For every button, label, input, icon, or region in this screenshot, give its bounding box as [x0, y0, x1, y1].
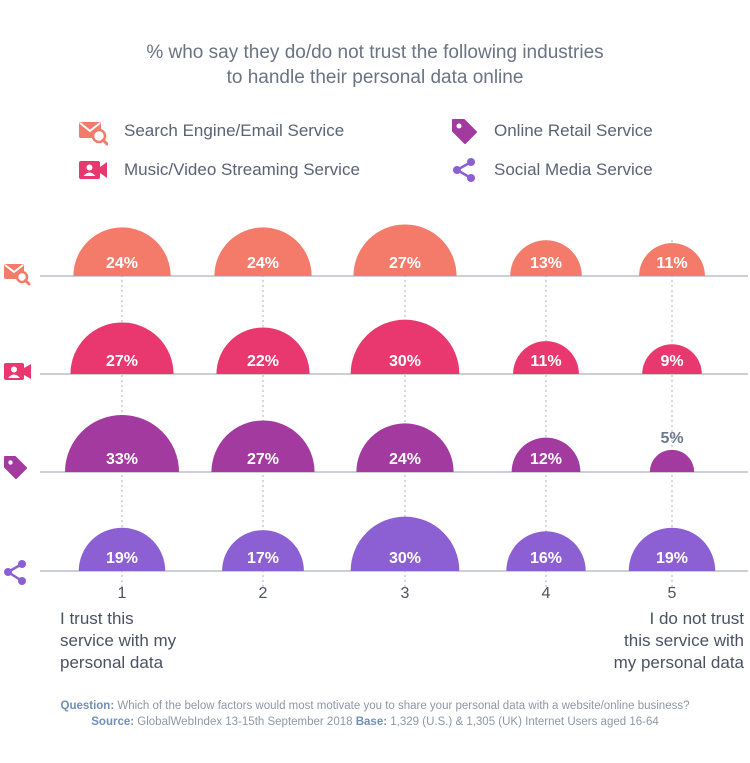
legend-item-social-media: Social Media Service [450, 154, 653, 186]
value-label-row2-col5: 9% [660, 353, 683, 370]
title-line-2: to handle their personal data online [226, 67, 524, 88]
value-label-row4-col3: 30% [389, 550, 421, 567]
bubble-row1-col2 [214, 227, 312, 276]
share-icon [453, 158, 475, 182]
search-email-icon [79, 122, 108, 146]
scale-label-low-line-3: personal data [60, 653, 164, 672]
bubble-row2-col5 [642, 344, 702, 374]
scale-label-low-line-2: service with my [60, 631, 177, 650]
value-label-row2-col4: 11% [530, 353, 561, 370]
scale-label-low: I trust this service with my personal da… [60, 608, 200, 674]
bubble-row2-col4 [513, 341, 579, 374]
bubble-row4-col5 [628, 527, 716, 571]
value-label-row1-col1: 24% [106, 255, 138, 272]
bubble-row2-col2 [216, 327, 310, 374]
x-axis-ticks: 1 2 3 4 5 [118, 585, 677, 602]
question-text: Which of the below factors would most mo… [117, 700, 690, 712]
video-camera-icon [79, 161, 107, 179]
footer-source: Source: GlobalWebIndex 13-15th September… [0, 716, 750, 728]
legend-item-search-email: Search Engine/Email Service [78, 115, 344, 147]
bubble-row1-col1 [73, 227, 171, 276]
source-text: GlobalWebIndex 13-15th September 2018 [137, 716, 353, 728]
scale-label-high-line-1: I do not trust [649, 609, 745, 628]
value-label-row2-col2: 22% [247, 353, 279, 370]
bubbles: 24% 24% 27% 13% 11% 27% 22% 30% 11% 9% 33% 27% 24% 12… [65, 224, 716, 571]
bubble-row3-col4 [511, 437, 581, 472]
value-label-row2-col1: 27% [106, 353, 138, 370]
bubble-row1-col5 [639, 243, 705, 276]
bubble-row3-col3 [356, 423, 454, 472]
x-tick-2: 2 [259, 585, 268, 602]
source-label: Source: [91, 716, 135, 728]
value-label-row4-col5: 19% [656, 550, 688, 567]
x-tick-3: 3 [401, 585, 410, 602]
x-tick-5: 5 [668, 585, 677, 602]
bubble-row1-col4 [510, 240, 582, 276]
legend-item-online-retail: Online Retail Service [450, 115, 653, 147]
legend-label-search-email: Search Engine/Email Service [124, 121, 345, 140]
title-line-1: % who say they do/do not trust the follo… [146, 42, 604, 63]
bubble-row3-col1 [65, 415, 179, 472]
bubble-row2-col1 [70, 322, 174, 374]
base-text: 1,329 (U.S.) & 1,305 (UK) Internet Users… [390, 716, 659, 728]
value-label-row3-col3: 24% [389, 451, 421, 468]
legend-label-music-video: Music/Video Streaming Service [124, 160, 360, 179]
footer-question: Question: Which of the below factors wou… [0, 700, 750, 712]
scale-label-high: I do not trust this service with my pers… [590, 608, 744, 674]
bubble-row4-col3 [350, 516, 460, 571]
row-search-email-icon [4, 264, 31, 286]
bubble-row1-col3 [353, 224, 457, 276]
scale-label-high-line-2: this service with [624, 631, 744, 650]
legend-item-music-video: Music/Video Streaming Service [78, 154, 360, 186]
base-label: Base: [355, 716, 388, 728]
row-tag-icon [4, 456, 27, 479]
chart-title: % who say they do/do not trust the follo… [0, 40, 750, 90]
value-label-row4-col2: 17% [247, 550, 279, 567]
value-label-row3-col2: 27% [247, 451, 279, 468]
legend-label-online-retail: Online Retail Service [494, 121, 653, 140]
question-label: Question: [60, 700, 115, 712]
value-label-row4-col1: 19% [106, 550, 138, 567]
row-video-camera-icon [4, 363, 31, 380]
value-label-row1-col2: 24% [247, 255, 279, 272]
value-label-row2-col3: 30% [389, 353, 421, 370]
legend-label-social-media: Social Media Service [494, 160, 653, 179]
row-share-icon [4, 560, 26, 585]
scale-label-high-line-3: my personal data [613, 653, 744, 672]
value-label-row3-col1: 33% [106, 451, 138, 468]
bubble-row4-col4 [506, 531, 586, 571]
value-label-row1-col4: 13% [530, 255, 562, 272]
value-label-row1-col5: 11% [656, 255, 687, 272]
x-tick-1: 1 [118, 585, 127, 602]
x-tick-4: 4 [542, 585, 551, 602]
bubble-row3-col2 [211, 420, 315, 472]
row-icons [4, 264, 31, 585]
bubble-row2-col3 [350, 319, 460, 374]
bubble-row3-col5 [649, 449, 695, 472]
scale-label-low-line-1: I trust this [60, 609, 134, 628]
value-label-row4-col4: 16% [530, 550, 562, 567]
bubble-row4-col2 [222, 530, 304, 571]
bubble-row4-col1 [78, 527, 166, 571]
value-label-row1-col3: 27% [389, 255, 421, 272]
value-label-row3-col4: 12% [530, 451, 562, 468]
value-label-row3-col5: 5% [660, 430, 683, 447]
tag-icon [452, 119, 477, 144]
